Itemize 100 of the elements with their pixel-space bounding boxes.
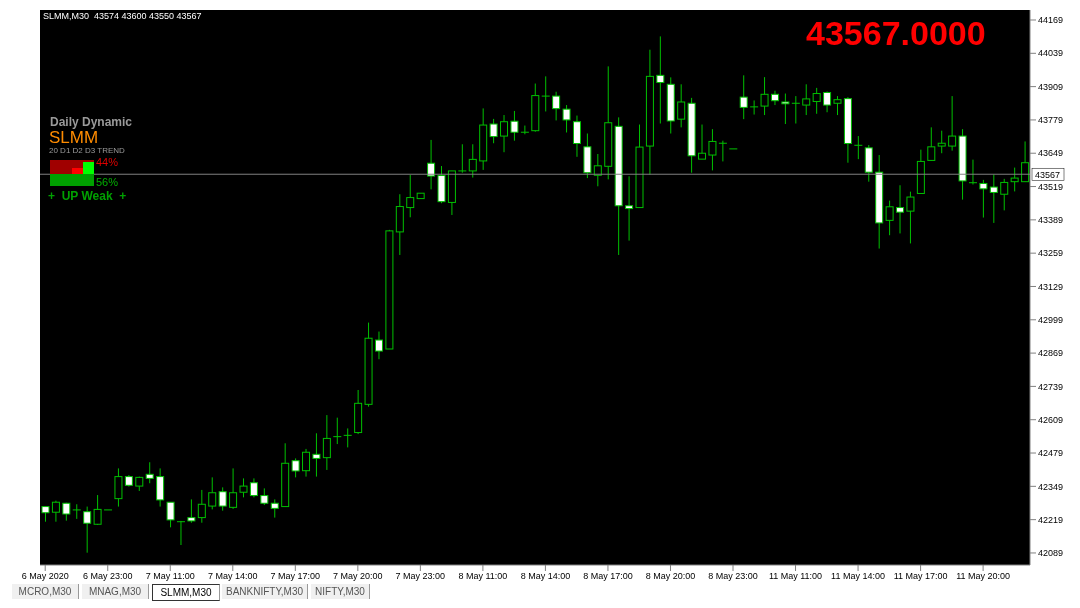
- candlestick: [343, 427, 352, 448]
- candlestick: [718, 140, 727, 162]
- candlestick: [302, 448, 311, 478]
- candlestick: [312, 432, 321, 478]
- annotation: Daily Dynamic: [50, 115, 133, 129]
- y-tick-label: 42739: [1038, 381, 1064, 392]
- x-tick-label: 8 May 14:00: [520, 571, 571, 582]
- y-tick-label: 43389: [1038, 215, 1064, 226]
- text: BANKNIFTY,M30: [222, 584, 308, 599]
- candlestick: [458, 143, 467, 174]
- annotation: 56%: [96, 176, 119, 188]
- candlestick: [937, 130, 946, 154]
- annotation: 43567.0000: [806, 14, 986, 52]
- candlestick: [333, 417, 342, 445]
- candlestick: [698, 124, 707, 160]
- candlestick: [812, 87, 821, 115]
- candlestick: [468, 143, 477, 179]
- candlestick: [114, 467, 123, 508]
- x-tick-label: 8 May 23:00: [708, 571, 758, 582]
- text: NIFTY,M30: [311, 584, 370, 599]
- candlestick: [833, 95, 842, 116]
- x-tick-label: 7 May 17:00: [270, 571, 321, 582]
- x-tick-label: 11 May 11:00: [768, 571, 823, 582]
- candlestick: [239, 477, 248, 498]
- y-tick-label: 42089: [1038, 548, 1064, 559]
- x-tick-label: 7 May 23:00: [395, 571, 446, 582]
- text: MCRO,M30: [12, 584, 79, 599]
- ref-line-label: 43567: [1035, 169, 1061, 180]
- candlestick: [625, 175, 634, 242]
- x-tick-label: 7 May 20:00: [333, 571, 383, 582]
- y-tick-label: 43259: [1038, 248, 1064, 259]
- candlestick: [510, 110, 519, 142]
- candlestick: [427, 139, 436, 190]
- y-tick-label: 42999: [1038, 314, 1064, 325]
- candlestick: [249, 477, 258, 498]
- annotation: + UP Weak +: [48, 189, 127, 203]
- y-tick-label: 42349: [1038, 481, 1064, 492]
- candlestick: [322, 414, 331, 471]
- candlestick: [968, 159, 977, 185]
- candlestick: [93, 494, 102, 526]
- candlestick: [500, 114, 509, 153]
- candlestick: [51, 500, 60, 523]
- text: MNAG,M30: [82, 584, 149, 599]
- text: SLMM,M30: [152, 584, 220, 601]
- candlestick: [176, 520, 185, 546]
- y-tick-label: 44169: [1038, 15, 1064, 26]
- x-tick-label: 6 May 23:00: [82, 571, 133, 582]
- candlestick: [781, 93, 790, 125]
- candlestick: [270, 498, 279, 519]
- candlestick: [208, 476, 217, 510]
- x-tick-label: 11 May 14:00: [831, 571, 885, 582]
- candlestick: [770, 90, 779, 106]
- y-tick-label: 42869: [1038, 348, 1064, 359]
- candlestick: [750, 99, 759, 116]
- y-tick-label: 42219: [1038, 514, 1064, 525]
- x-tick-label: 8 May 11:00: [458, 571, 508, 582]
- candlestick: [979, 179, 988, 219]
- candlestick: [145, 461, 154, 484]
- candlestick: [572, 115, 581, 158]
- x-tick-label: 11 May 20:00: [956, 571, 1011, 582]
- candlestick: [1010, 167, 1019, 192]
- x-tick-label: 11 May 17:00: [893, 571, 948, 582]
- candlestick: [187, 498, 196, 524]
- candlestick: [291, 457, 300, 478]
- candlestick: [541, 75, 550, 112]
- y-tick-label: 43519: [1038, 181, 1064, 192]
- candlestick: [854, 135, 863, 160]
- candlestick: [656, 35, 665, 125]
- x-tick-label: 7 May 14:00: [208, 571, 258, 582]
- candlestick: [823, 90, 832, 113]
- y-tick-label: 43909: [1038, 81, 1064, 92]
- y-tick-label: 44039: [1038, 48, 1064, 59]
- candlestick: [83, 506, 92, 554]
- candlestick: [927, 126, 936, 161]
- candlestick: [677, 83, 686, 128]
- candlestick: [802, 83, 811, 116]
- candlestick: [197, 489, 206, 524]
- candlestick: [948, 95, 957, 152]
- candlestick: [739, 74, 748, 120]
- candlestick: [218, 486, 227, 512]
- y-tick-label: 42609: [1038, 414, 1064, 425]
- candlestick: [760, 76, 769, 116]
- candlestick: [489, 118, 498, 144]
- candlestick: [406, 174, 415, 218]
- annotation: SLMM: [49, 128, 99, 147]
- candlestick: [906, 191, 915, 244]
- y-tick-label: 43129: [1038, 281, 1064, 292]
- candlestick: [156, 467, 165, 508]
- annotation: 44%: [96, 156, 119, 168]
- candlestick: [166, 501, 175, 528]
- candlestick: [520, 125, 529, 135]
- candlestick: [791, 95, 800, 125]
- candlestick: [708, 128, 717, 171]
- candlestick: [229, 467, 238, 510]
- candlestick: [989, 174, 998, 224]
- candlestick: [593, 153, 602, 187]
- chart-title: SLMM,M30 43574 43600 43550 43567: [43, 11, 202, 21]
- annotation: 20 D1 D2 D3 TREND: [49, 146, 125, 155]
- x-tick-label: 7 May 11:00: [145, 571, 195, 582]
- y-tick-label: 42479: [1038, 448, 1064, 459]
